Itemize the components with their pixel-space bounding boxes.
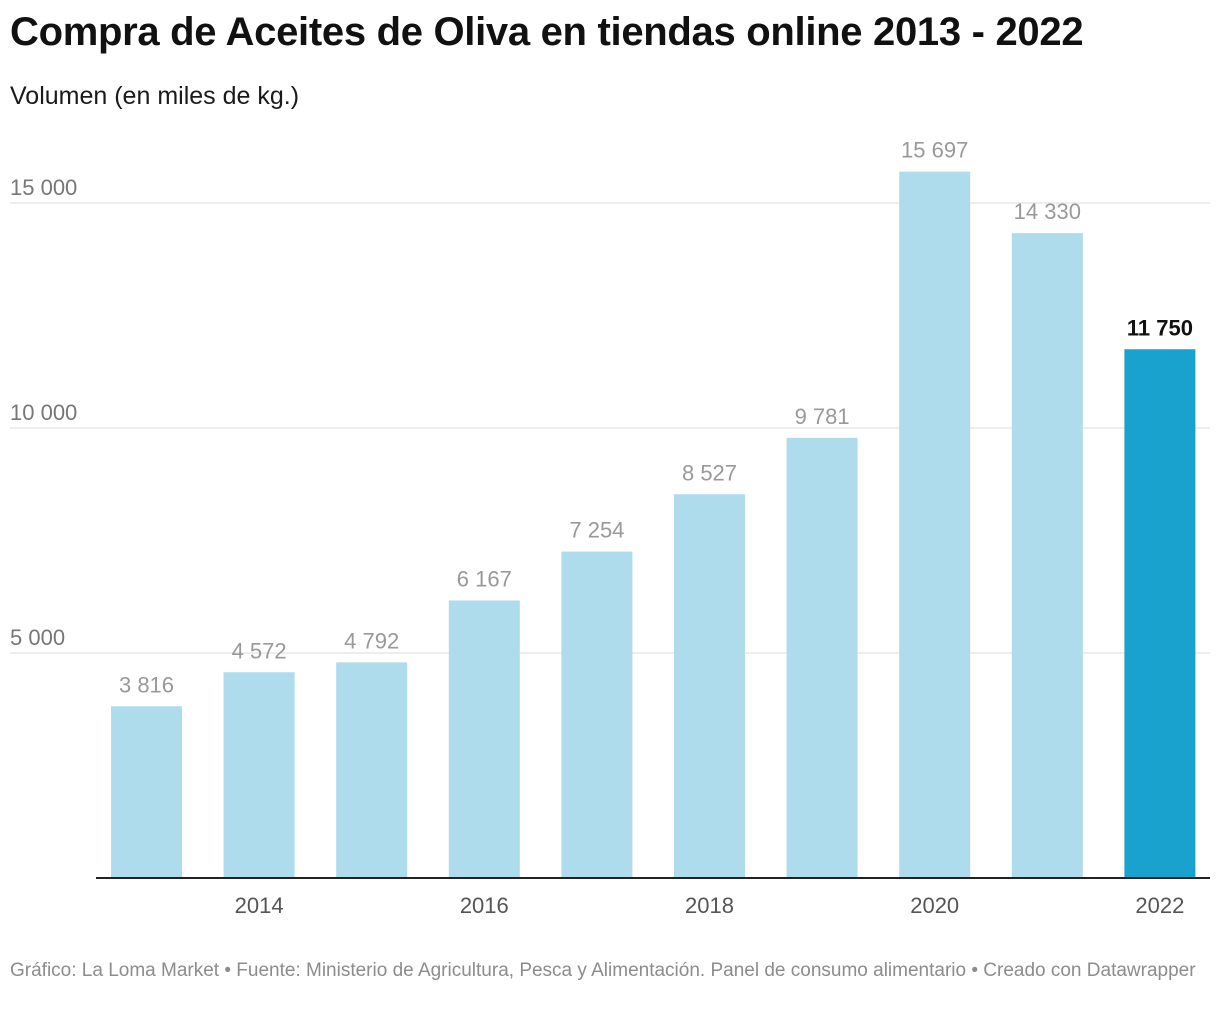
value-label-2014: 4 572 [232,638,287,663]
bar-2013 [111,706,182,878]
bar-2018 [674,494,745,878]
value-label-2021: 14 330 [1014,199,1081,224]
x-tick-label-2020: 2020 [910,893,959,918]
x-tick-label-2018: 2018 [685,893,734,918]
value-label-2022: 11 750 [1127,315,1193,340]
value-label-2015: 4 792 [344,628,399,653]
x-tick-label-2016: 2016 [460,893,509,918]
value-label-2017: 7 254 [569,518,624,543]
bar-2022 [1124,349,1196,878]
bar-2021 [1011,233,1083,878]
y-tick-label-15000: 15 000 [10,175,77,200]
x-tick-label-2022: 2022 [1135,893,1184,918]
value-label-2020: 15 697 [901,138,968,163]
bar-2014 [223,672,295,878]
bar-2017 [561,551,633,878]
chart-title: Compra de Aceites de Oliva en tiendas on… [10,10,1084,54]
y-tick-label-5000: 5 000 [10,625,65,650]
value-label-2018: 8 527 [682,460,737,485]
bar-2015 [336,662,408,878]
value-label-2013: 3 816 [119,672,174,697]
bar-2016 [448,600,520,878]
chart-subtitle: Volumen (en miles de kg.) [10,82,300,110]
value-label-2019: 9 781 [795,404,850,429]
bar-2020 [899,171,971,878]
bar-2019 [786,437,858,878]
y-tick-label-10000: 10 000 [10,400,77,425]
x-tick-label-2014: 2014 [235,893,284,918]
value-label-2016: 6 167 [457,566,512,591]
chart-footer: Gráfico: La Loma Market • Fuente: Minist… [10,960,1196,981]
